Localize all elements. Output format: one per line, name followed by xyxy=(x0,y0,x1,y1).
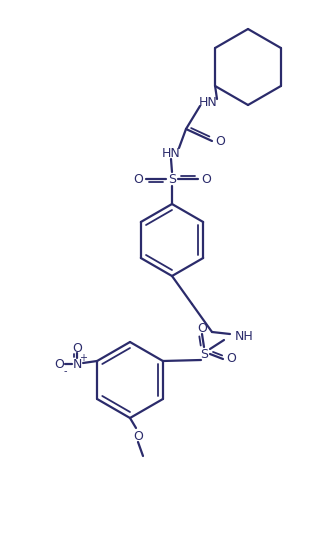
Text: HN: HN xyxy=(162,147,181,160)
Text: S: S xyxy=(200,348,208,360)
Text: O: O xyxy=(215,135,225,148)
Text: -: - xyxy=(63,366,67,376)
Text: O: O xyxy=(197,323,207,336)
Text: O: O xyxy=(133,429,143,443)
Text: O: O xyxy=(54,358,64,371)
Text: +: + xyxy=(79,353,87,363)
Text: O: O xyxy=(201,173,211,185)
Text: S: S xyxy=(168,173,176,185)
Text: O: O xyxy=(226,353,236,366)
Text: N: N xyxy=(72,358,82,371)
Text: O: O xyxy=(133,173,143,185)
Text: NH: NH xyxy=(235,330,254,343)
Text: HN: HN xyxy=(198,95,217,108)
Text: O: O xyxy=(72,342,82,354)
